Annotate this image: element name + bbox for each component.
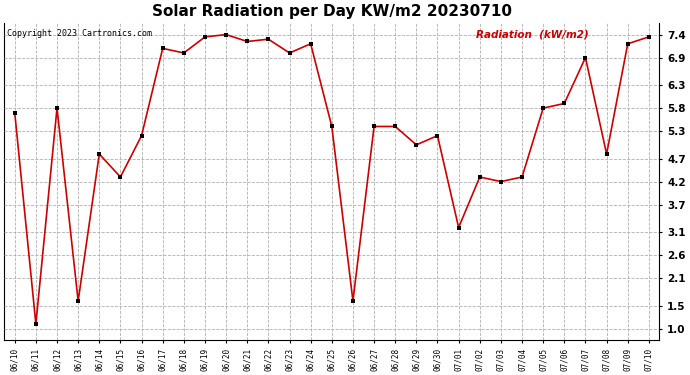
Title: Solar Radiation per Day KW/m2 20230710: Solar Radiation per Day KW/m2 20230710 [152,4,512,19]
Text: Radiation  (kW/m2): Radiation (kW/m2) [476,30,589,39]
Text: Copyright 2023 Cartronics.com: Copyright 2023 Cartronics.com [8,30,152,39]
